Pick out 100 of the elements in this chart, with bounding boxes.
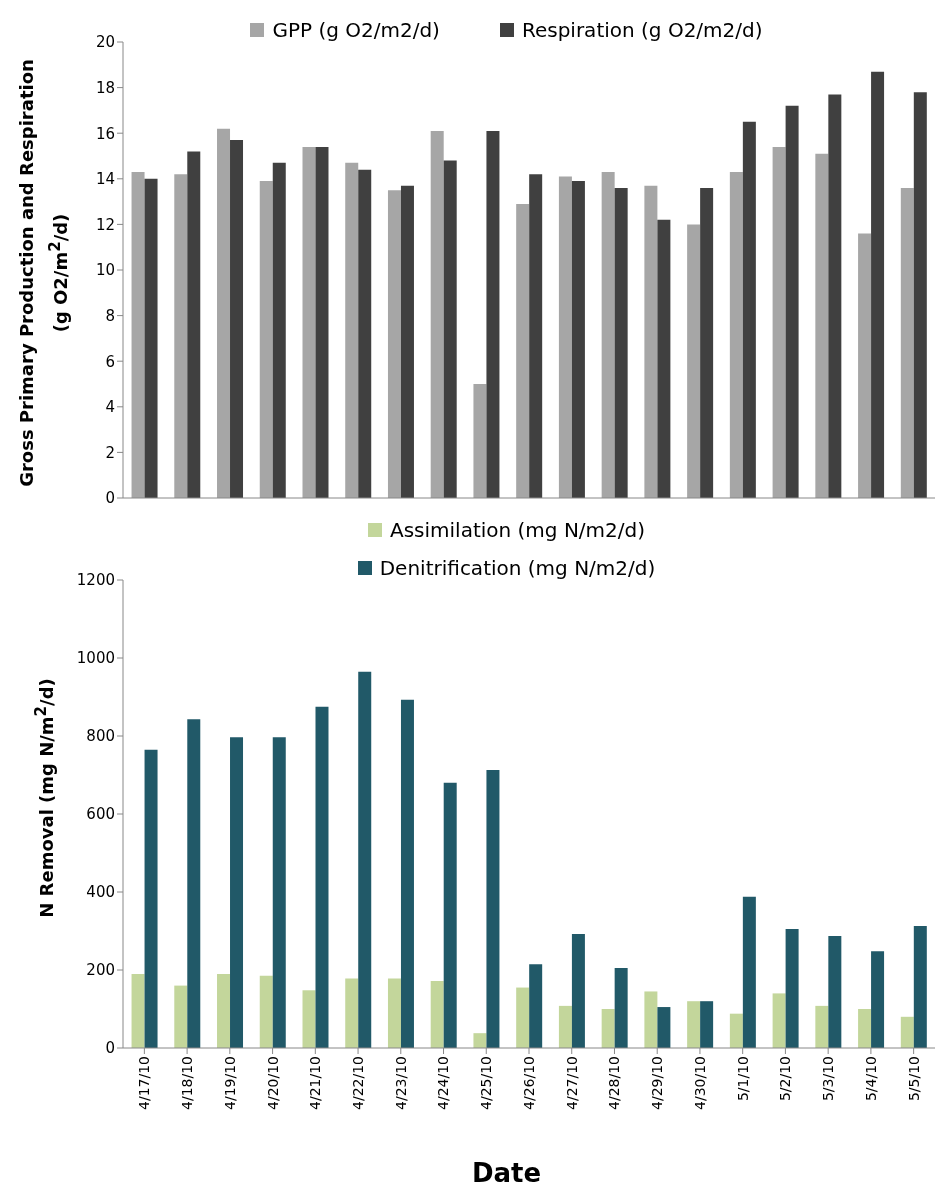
y-tick-label: 6: [105, 352, 115, 371]
bar: [400, 699, 414, 1048]
bar: [729, 171, 743, 498]
bar: [913, 92, 927, 498]
x-tick-label: 4/22/10: [349, 1056, 366, 1110]
y-tick-label: 1000: [76, 649, 115, 668]
bar: [871, 951, 885, 1048]
bar: [131, 973, 145, 1048]
x-tick-label: 4/23/10: [392, 1056, 409, 1110]
bar: [272, 737, 286, 1048]
y-tick-label: 4: [105, 398, 115, 417]
bar: [871, 71, 885, 498]
bar: [473, 384, 487, 498]
bar: [687, 1001, 701, 1048]
legend-label: Respiration (g O2/m2/d): [521, 18, 763, 42]
legend-label: Assimilation (mg N/m2/d): [389, 518, 646, 542]
bar: [785, 105, 799, 498]
bar: [601, 1009, 615, 1048]
x-axis-title: Date: [470, 1158, 543, 1188]
x-tick-label: 4/17/10: [136, 1056, 153, 1110]
bar: [687, 224, 701, 498]
x-tick-label: 4/19/10: [221, 1056, 238, 1110]
x-tick-label: 4/25/10: [478, 1056, 495, 1110]
bar: [913, 925, 927, 1048]
bar: [815, 153, 829, 498]
bar: [516, 203, 530, 498]
bar: [772, 993, 786, 1048]
y-tick-label: 18: [95, 78, 115, 97]
bar: [144, 178, 158, 498]
bar: [174, 985, 188, 1048]
legend-label: GPP (g O2/m2/d): [272, 18, 440, 42]
legend-label: Denitrification (mg N/m2/d): [379, 556, 656, 580]
x-tick-label: 5/4/10: [862, 1056, 879, 1102]
y-tick-label: 0: [105, 1039, 115, 1058]
bar: [144, 749, 158, 1048]
bar: [900, 187, 914, 498]
y-tick-label: 8: [105, 306, 115, 325]
x-tick-label: 4/29/10: [649, 1056, 666, 1110]
y-tick-label: 10: [95, 261, 115, 280]
bar: [358, 671, 372, 1048]
y-tick-label: 16: [95, 124, 115, 143]
bar: [358, 169, 372, 498]
y-tick-label: 2: [105, 443, 115, 462]
bar: [700, 187, 714, 498]
bar: [315, 706, 329, 1048]
bar: [259, 975, 273, 1048]
bar: [486, 769, 500, 1048]
bar: [443, 160, 457, 498]
bar: [785, 929, 799, 1048]
bar: [443, 782, 457, 1048]
bar: [558, 1005, 572, 1048]
bar: [387, 190, 401, 498]
x-tick-label: 4/24/10: [435, 1056, 452, 1110]
bar: [230, 737, 244, 1048]
x-tick-label: 4/20/10: [264, 1056, 281, 1110]
bar: [387, 978, 401, 1048]
bar: [187, 151, 201, 498]
x-tick-label: 4/27/10: [563, 1056, 580, 1110]
bar: [815, 1005, 829, 1048]
bar: [131, 171, 145, 498]
bar: [900, 1016, 914, 1048]
x-tick-label: 4/21/10: [307, 1056, 324, 1110]
bar: [742, 896, 756, 1048]
y-tick-label: 400: [86, 883, 115, 902]
x-tick-label: 4/26/10: [520, 1056, 537, 1110]
bar: [742, 121, 756, 498]
bar: [614, 187, 628, 498]
bar: [828, 94, 842, 498]
x-tick-label: 4/30/10: [691, 1056, 708, 1110]
x-tick-label: 4/28/10: [606, 1056, 623, 1110]
bar: [187, 719, 201, 1048]
y-tick-label: 1200: [76, 571, 115, 590]
bar: [644, 991, 658, 1048]
bar: [657, 219, 671, 498]
y-tick-label: 14: [95, 170, 115, 189]
x-tick-label: 5/3/10: [820, 1056, 837, 1102]
bar: [614, 968, 628, 1048]
bar: [473, 1033, 487, 1048]
bar: [529, 964, 543, 1048]
bar: [430, 130, 444, 498]
bar: [315, 146, 329, 498]
y-tick-label: 20: [95, 33, 115, 52]
bar: [558, 176, 572, 498]
bar: [486, 130, 500, 498]
bar: [858, 233, 872, 498]
bar: [345, 162, 359, 498]
bar: [430, 980, 444, 1048]
bar: [174, 174, 188, 498]
bar: [272, 162, 286, 498]
bar: [644, 185, 658, 498]
x-tick-label: 5/1/10: [734, 1056, 751, 1102]
bar: [400, 185, 414, 498]
y-tick-label: 200: [86, 961, 115, 980]
bar: [700, 1001, 714, 1048]
y-tick-label: 600: [86, 805, 115, 824]
bar: [657, 1007, 671, 1048]
bar: [302, 146, 316, 498]
bar: [729, 1013, 743, 1048]
x-tick-label: 5/5/10: [905, 1056, 922, 1102]
bar: [259, 181, 273, 498]
